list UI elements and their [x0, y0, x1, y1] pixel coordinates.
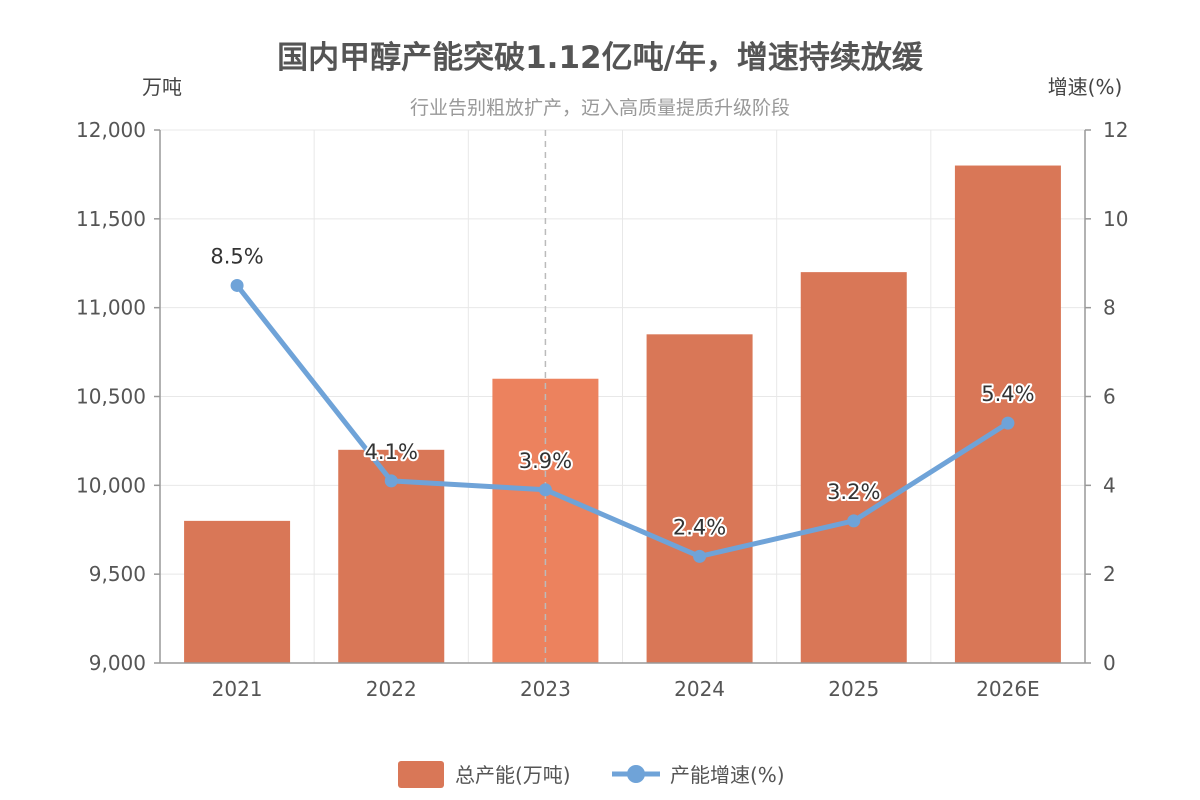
growth-line [234, 282, 1011, 559]
line-layer [230, 278, 1015, 563]
left-axis-tick-label: 10,000 [76, 473, 146, 497]
axes-layer: 9,000 9,500 10,000 10,500 11,000 11,500 12,000… [76, 118, 1128, 701]
left-axis-tick-label: 12,000 [76, 118, 146, 142]
x-axis-category-label: 2022 [366, 677, 417, 701]
right-axis-tick-label: 8 [1103, 296, 1116, 320]
left-axis-tick-label: 9,500 [89, 562, 146, 586]
growth-data-label-2023: 3.9% [519, 449, 572, 473]
chart-subtitle: 行业告别粗放扩产，迈入高质量提质升级阶段 [410, 97, 790, 119]
left-axis-tick-label: 9,000 [89, 651, 146, 675]
right-axis-tick-label: 2 [1103, 562, 1116, 586]
x-axis-category-label: 2026E [976, 677, 1040, 701]
growth-point-2021 [230, 278, 244, 292]
growth-point-2022 [384, 474, 398, 488]
x-axis-category-label: 2025 [828, 677, 879, 701]
labels-layer: 8.5% 4.1% 3.9% 2.4% 3.2% 5.4% [208, 242, 1036, 541]
legend-swatch-growth-marker [627, 765, 645, 783]
legend-item-growth[interactable]: 产能增速(%) [612, 763, 785, 787]
growth-data-label-2025: 3.2% [827, 480, 880, 504]
growth-data-label-2022: 4.1% [365, 440, 418, 464]
growth-point-2026E [1001, 416, 1015, 430]
growth-data-label-2026E: 5.4% [981, 382, 1034, 406]
right-axis-unit-label: 增速(%) [1048, 75, 1123, 99]
legend-swatch-capacity [398, 761, 444, 788]
left-axis-unit-label: 万吨 [142, 75, 182, 99]
x-axis-category-label: 2021 [212, 677, 263, 701]
bar-2025 [800, 272, 907, 663]
bar-2024 [646, 334, 753, 663]
grid-layer [160, 129, 1085, 663]
bars-layer [184, 165, 1061, 664]
legend-label-growth: 产能增速(%) [670, 763, 785, 787]
right-axis-tick-label: 0 [1103, 651, 1116, 675]
bar-2026E [954, 165, 1061, 664]
x-axis-category-label: 2024 [674, 677, 725, 701]
left-axis-tick-label: 10,500 [76, 385, 146, 409]
bar-2021 [184, 520, 291, 663]
growth-point-2023 [538, 483, 552, 497]
legend: 总产能(万吨) 产能增速(%) [398, 761, 785, 788]
legend-label-capacity: 总产能(万吨) [455, 763, 571, 787]
x-axis-category-label: 2023 [520, 677, 571, 701]
right-axis-tick-label: 6 [1103, 385, 1116, 409]
legend-item-capacity[interactable]: 总产能(万吨) [398, 761, 571, 788]
right-axis-tick-label: 10 [1103, 207, 1128, 231]
chart-title: 国内甲醇产能突破1.12亿吨/年，增速持续放缓 [277, 40, 924, 76]
growth-data-label-2021: 8.5% [210, 244, 263, 268]
left-axis-tick-label: 11,000 [76, 296, 146, 320]
growth-point-2025 [847, 514, 861, 528]
left-axis-tick-label: 11,500 [76, 207, 146, 231]
growth-point-2024 [693, 549, 707, 563]
right-axis-tick-label: 12 [1103, 118, 1128, 142]
growth-data-label-2024: 2.4% [673, 515, 726, 539]
right-axis-tick-label: 4 [1103, 473, 1116, 497]
